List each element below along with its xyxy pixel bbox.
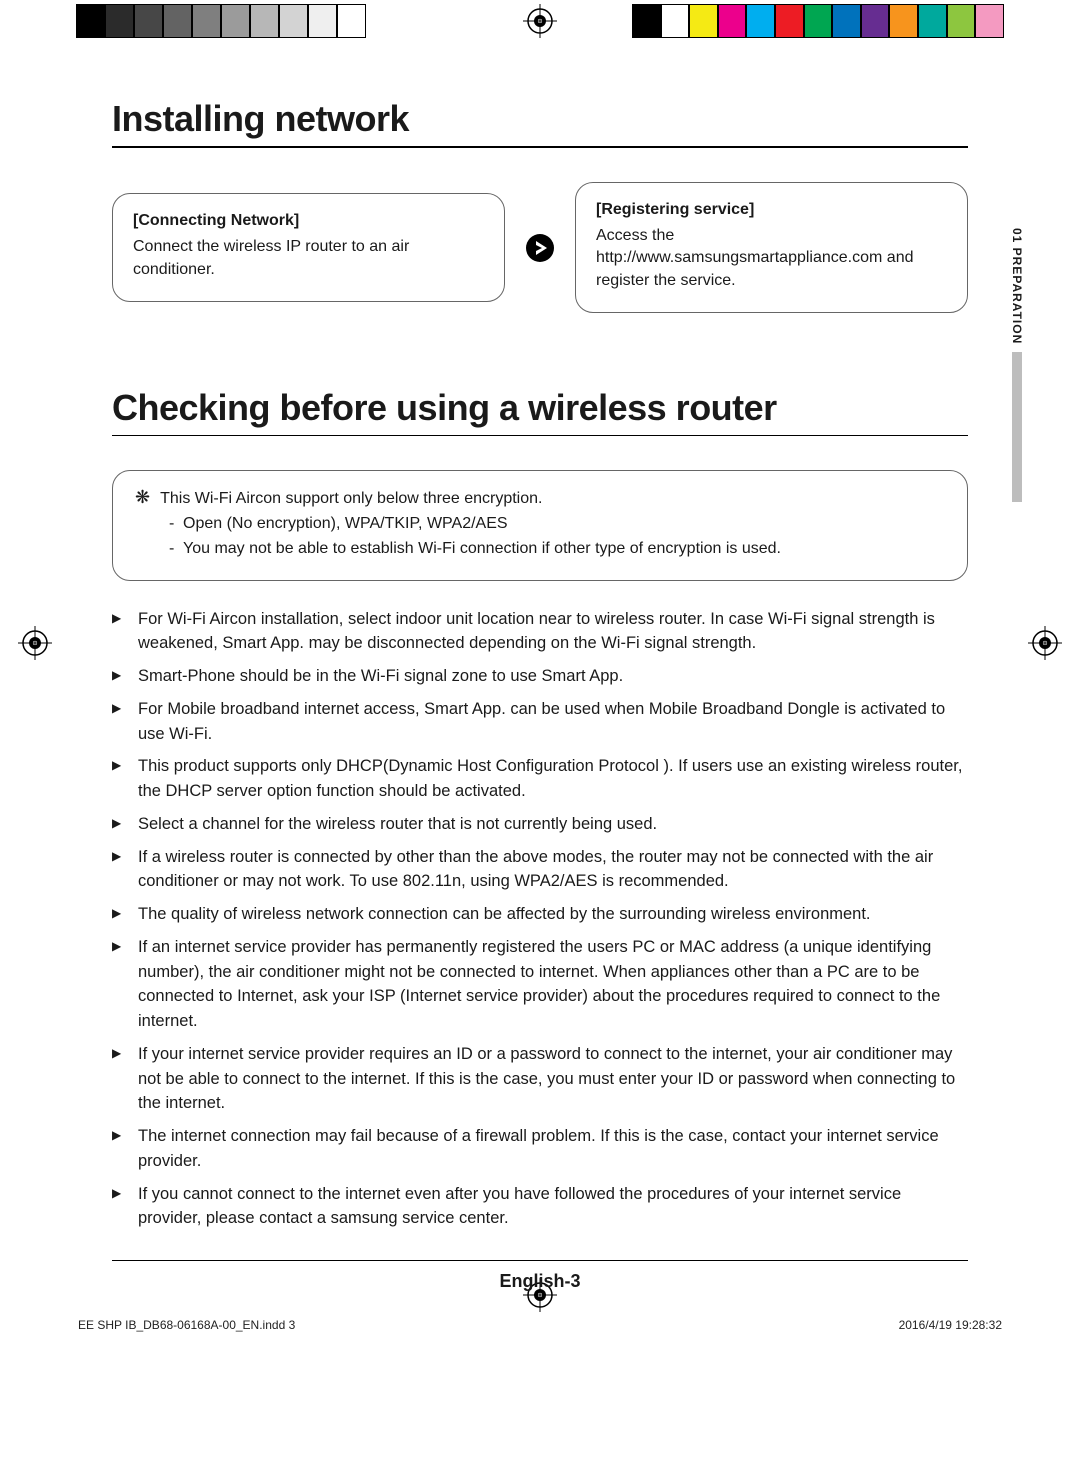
swatch-cell (163, 4, 192, 38)
heading-rule (112, 146, 968, 148)
note-lead-row: ❋ This Wi-Fi Aircon support only below t… (135, 487, 945, 512)
checklist-item: Select a channel for the wireless router… (112, 812, 968, 837)
swatch-cell (947, 4, 976, 38)
step-registering-service: [Registering service] Access the http://… (575, 182, 968, 313)
checklist-item: If a wireless router is connected by oth… (112, 845, 968, 895)
page-footer: English-3 (112, 1260, 968, 1292)
swatch-cell (661, 4, 690, 38)
registration-mark-top (523, 4, 557, 38)
page: 01 PREPARATION Installing network [Conne… (0, 0, 1080, 1476)
imposition-file: EE SHP IB_DB68-06168A-00_EN.indd 3 (78, 1318, 295, 1332)
swatch-cell (689, 4, 718, 38)
swatch-cell (105, 4, 134, 38)
step-body: Connect the wireless IP router to an air… (133, 236, 484, 281)
checklist-item: If an internet service provider has perm… (112, 935, 968, 1034)
step-connecting-network: [Connecting Network] Connect the wireles… (112, 193, 505, 302)
section-tab-bar (1012, 352, 1022, 502)
page-label: English-3 (499, 1271, 580, 1291)
checklist-item: Smart-Phone should be in the Wi-Fi signa… (112, 664, 968, 689)
asterisk-icon: ❋ (135, 487, 150, 512)
checklist-item: For Wi-Fi Aircon installation, select in… (112, 607, 968, 657)
swatch-cell (76, 4, 105, 38)
encryption-note-box: ❋ This Wi-Fi Aircon support only below t… (112, 470, 968, 580)
heading-installing-network: Installing network (112, 98, 968, 140)
checklist-item: The internet connection may fail because… (112, 1124, 968, 1174)
imposition-footer: EE SHP IB_DB68-06168A-00_EN.indd 3 2016/… (78, 1318, 1002, 1332)
swatch-cell (804, 4, 833, 38)
arrow-right-icon (525, 233, 555, 263)
heading-checking-before: Checking before using a wireless router (112, 387, 968, 429)
step-title: [Registering service] (596, 201, 947, 219)
swatch-cell (308, 4, 337, 38)
step-body: Access the http://www.samsungsmartapplia… (596, 225, 947, 292)
swatch-cell (718, 4, 747, 38)
content-area: Installing network [Connecting Network] … (112, 98, 968, 1306)
heading-rule (112, 435, 968, 436)
swatch-cell (221, 4, 250, 38)
checklist-item: The quality of wireless network connecti… (112, 902, 968, 927)
swatch-cell (975, 4, 1004, 38)
note-sub-1: - Open (No encryption), WPA/TKIP, WPA2/A… (135, 512, 945, 537)
swatch-cell (746, 4, 775, 38)
checklist-item: For Mobile broadband internet access, Sm… (112, 697, 968, 747)
swatch-cell (134, 4, 163, 38)
note-sub-2: - You may not be able to establish Wi-Fi… (135, 537, 945, 562)
grayscale-swatches (76, 4, 366, 38)
section-tab: 01 PREPARATION (1002, 228, 1032, 648)
footer-rule (112, 1260, 968, 1261)
swatch-cell (918, 4, 947, 38)
section-tab-label: 01 PREPARATION (1010, 228, 1024, 344)
color-swatches (632, 4, 1004, 38)
swatch-cell (337, 4, 366, 38)
checklist-item: This product supports only DHCP(Dynamic … (112, 754, 968, 804)
swatch-cell (250, 4, 279, 38)
swatch-cell (632, 4, 661, 38)
swatch-cell (279, 4, 308, 38)
swatch-cell (192, 4, 221, 38)
note-lead-text: This Wi-Fi Aircon support only below thr… (160, 487, 542, 512)
swatch-cell (775, 4, 804, 38)
swatch-cell (861, 4, 890, 38)
swatch-cell (832, 4, 861, 38)
step-title: [Connecting Network] (133, 212, 484, 230)
checklist-item: If your internet service provider requir… (112, 1042, 968, 1116)
checklist-item: If you cannot connect to the internet ev… (112, 1182, 968, 1232)
registration-mark-right (1028, 626, 1062, 660)
checklist: For Wi-Fi Aircon installation, select in… (112, 607, 968, 1232)
swatch-cell (889, 4, 918, 38)
registration-mark-left (18, 626, 52, 660)
steps-row: [Connecting Network] Connect the wireles… (112, 182, 968, 313)
imposition-timestamp: 2016/4/19 19:28:32 (899, 1318, 1002, 1332)
